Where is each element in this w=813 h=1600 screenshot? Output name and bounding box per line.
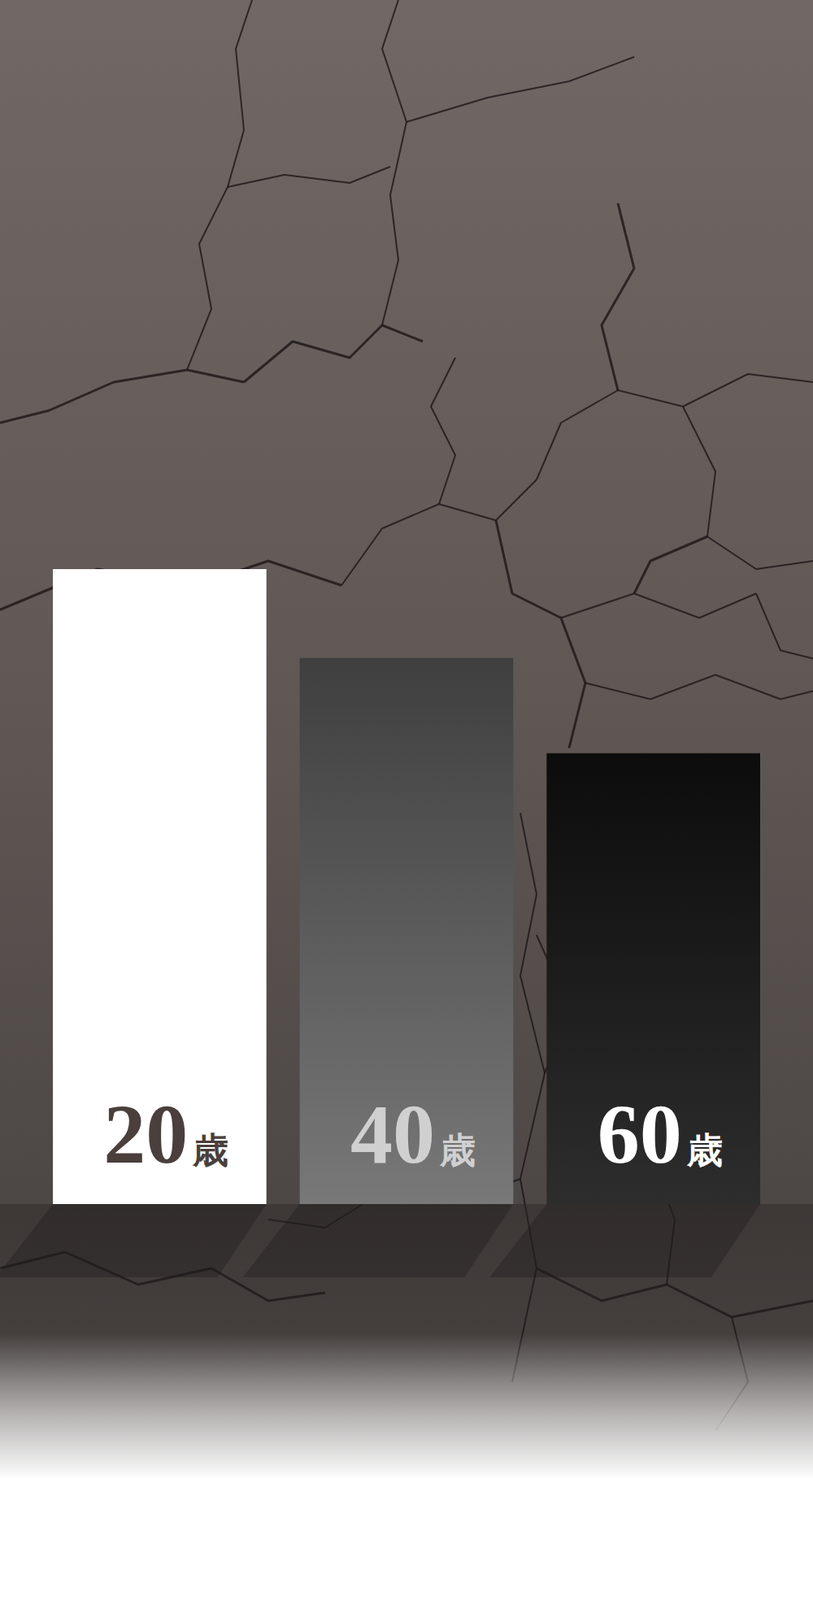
crack [634, 536, 708, 594]
bar-shadow [489, 1204, 761, 1278]
bar-shadow [0, 1204, 267, 1278]
bars [52, 569, 761, 1205]
crack [756, 593, 813, 659]
crack [0, 369, 244, 423]
bar [299, 657, 514, 1205]
category-label: 40歳 [350, 1086, 476, 1181]
bottom-blank [0, 1478, 813, 1600]
labels: 20歳 40歳 60歳 [103, 1086, 722, 1181]
crack [585, 674, 813, 700]
crack [430, 357, 456, 505]
crack [536, 373, 813, 480]
crack [382, 0, 407, 326]
crack [227, 166, 391, 187]
bar-shadow [243, 1204, 514, 1278]
crack [682, 406, 813, 570]
crack [406, 56, 635, 122]
crack [243, 325, 423, 383]
crack [186, 0, 253, 370]
category-label: 20歳 [103, 1086, 229, 1181]
stage: 20歳 40歳 60歳 [0, 0, 813, 1600]
bar [546, 752, 761, 1205]
crack [601, 203, 635, 391]
crack [560, 593, 757, 618]
chart: 20歳 40歳 60歳 [0, 0, 813, 1600]
bar-shadows [0, 1204, 761, 1278]
bottom-fade [0, 1333, 813, 1480]
bar [52, 569, 267, 1205]
background [0, 0, 813, 1600]
category-label: 60歳 [597, 1086, 723, 1181]
